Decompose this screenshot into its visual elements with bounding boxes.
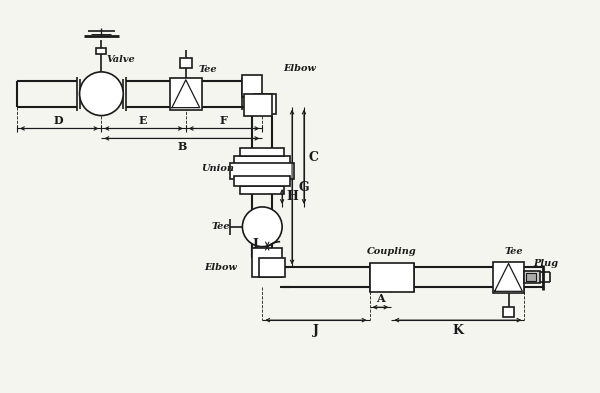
Circle shape bbox=[242, 207, 282, 247]
Text: C: C bbox=[309, 151, 319, 164]
Text: Union: Union bbox=[201, 164, 234, 173]
Text: Plug: Plug bbox=[533, 259, 559, 268]
Bar bbox=[259, 257, 285, 277]
Bar bbox=[370, 263, 414, 292]
Bar bbox=[241, 186, 284, 194]
Polygon shape bbox=[494, 264, 523, 291]
Bar bbox=[253, 248, 282, 277]
Text: E: E bbox=[139, 115, 148, 126]
Text: Tee: Tee bbox=[211, 222, 230, 231]
Bar bbox=[180, 58, 192, 68]
Bar bbox=[235, 176, 290, 186]
Bar bbox=[242, 75, 262, 97]
Text: K: K bbox=[452, 323, 463, 336]
Text: A: A bbox=[376, 293, 385, 304]
Bar bbox=[235, 156, 290, 166]
Text: Valve: Valve bbox=[107, 55, 136, 64]
Bar bbox=[241, 148, 284, 156]
Text: G: G bbox=[299, 180, 309, 194]
Text: D: D bbox=[54, 115, 64, 126]
Bar bbox=[97, 48, 106, 54]
Text: H: H bbox=[286, 191, 298, 204]
Text: Tee: Tee bbox=[199, 65, 217, 74]
Bar bbox=[244, 94, 272, 116]
Text: F: F bbox=[220, 115, 227, 126]
Polygon shape bbox=[172, 80, 200, 108]
Bar bbox=[493, 261, 524, 293]
Text: J: J bbox=[313, 323, 319, 336]
Text: B: B bbox=[177, 141, 187, 152]
Bar bbox=[503, 307, 514, 317]
Bar bbox=[254, 94, 276, 114]
Bar bbox=[230, 163, 294, 179]
Text: Elbow: Elbow bbox=[204, 263, 237, 272]
Text: Coupling: Coupling bbox=[367, 247, 416, 256]
Bar bbox=[524, 272, 540, 283]
Text: I: I bbox=[253, 238, 258, 251]
Circle shape bbox=[80, 72, 123, 116]
Bar bbox=[526, 274, 536, 281]
Text: Tee: Tee bbox=[504, 247, 523, 256]
Bar bbox=[170, 78, 202, 110]
Text: Elbow: Elbow bbox=[284, 64, 316, 73]
